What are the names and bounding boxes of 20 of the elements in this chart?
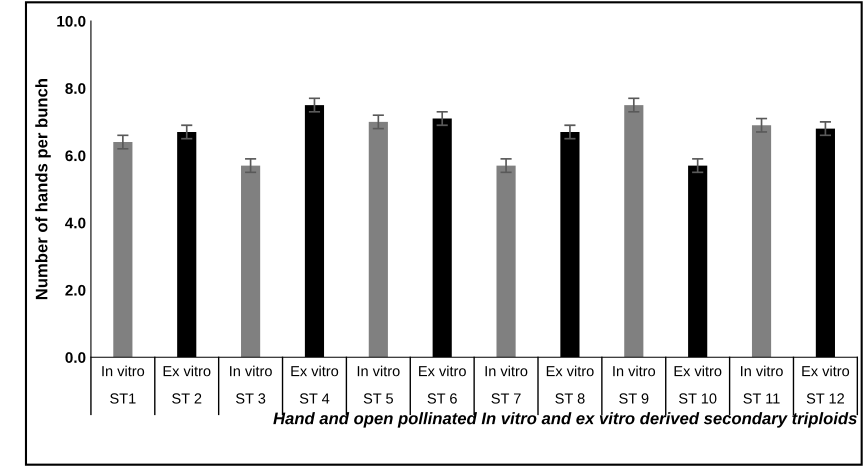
x-tick-label: Ex vitro ST 2	[164, 366, 210, 404]
y-axis-title: Number of hands per bunch	[35, 79, 51, 300]
y-tick-label: 10.0	[57, 16, 86, 27]
x-tick-label: In vitro ST 9	[613, 366, 656, 404]
x-tick-label: In vitro ST1	[102, 366, 144, 404]
x-tick-label: Ex vitro ST 10	[674, 366, 722, 404]
y-tick-label: 8.0	[65, 83, 86, 94]
y-tick-label: 2.0	[65, 284, 86, 296]
x-tick-label: Ex vitro ST 12	[802, 366, 850, 404]
x-tick-label: Ex vitro ST 4	[291, 366, 338, 404]
x-tick-label: Ex vitro ST 8	[546, 366, 594, 404]
x-tick-label: Ex vitro ST 6	[419, 366, 466, 404]
x-tick-label: In vitro ST 7	[486, 366, 528, 404]
x-tick-label: In vitro ST 5	[358, 366, 400, 404]
y-tick-label: 0.0	[65, 352, 86, 363]
y-tick-label: 6.0	[65, 150, 86, 162]
x-axis-title: Hand and open pollinated In vitro and ex vitro derived secondary triploids	[273, 412, 857, 428]
y-tick-label: 4.0	[65, 218, 86, 228]
x-tick-label: In vitro ST 11	[741, 366, 783, 404]
x-tick-label: In vitro ST 3	[230, 366, 272, 404]
